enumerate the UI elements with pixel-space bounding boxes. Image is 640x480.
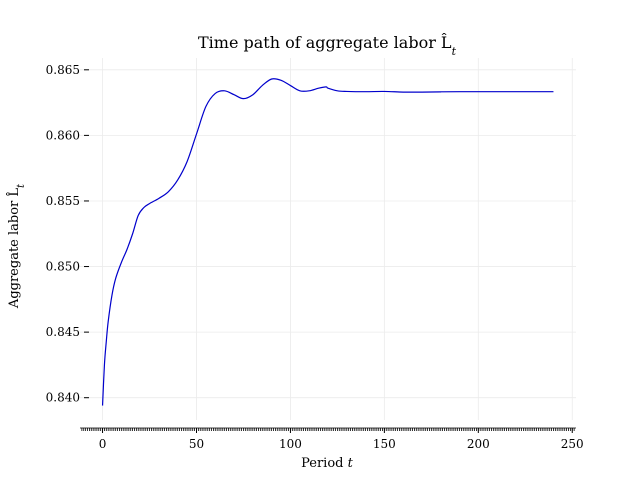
y-tick-label: 0.865 xyxy=(46,63,80,77)
x-tick-label: 100 xyxy=(279,437,302,451)
y-tick-label: 0.840 xyxy=(46,391,80,405)
chart-title: Time path of aggregate labor L̂t xyxy=(198,33,457,58)
grid xyxy=(80,58,576,420)
y-axis: 0.840 0.845 0.850 0.855 0.860 0.865 xyxy=(46,63,89,405)
x-tick-label: 0 xyxy=(99,437,107,451)
y-tick-label: 0.845 xyxy=(46,325,80,339)
x-axis: 0 50 100 150 200 250 xyxy=(80,427,584,451)
x-axis-label: Period t xyxy=(301,456,354,471)
y-tick-label: 0.850 xyxy=(46,260,80,274)
series-line-labor xyxy=(101,78,554,406)
x-tick-label: 50 xyxy=(189,437,204,451)
x-tick-label: 250 xyxy=(561,437,584,451)
x-tick-label: 200 xyxy=(467,437,490,451)
y-tick-label: 0.860 xyxy=(46,128,80,142)
y-axis-label: Aggregate labor L̂t xyxy=(6,183,27,309)
x-tick-label: 150 xyxy=(373,437,396,451)
y-tick-label: 0.855 xyxy=(46,194,80,208)
